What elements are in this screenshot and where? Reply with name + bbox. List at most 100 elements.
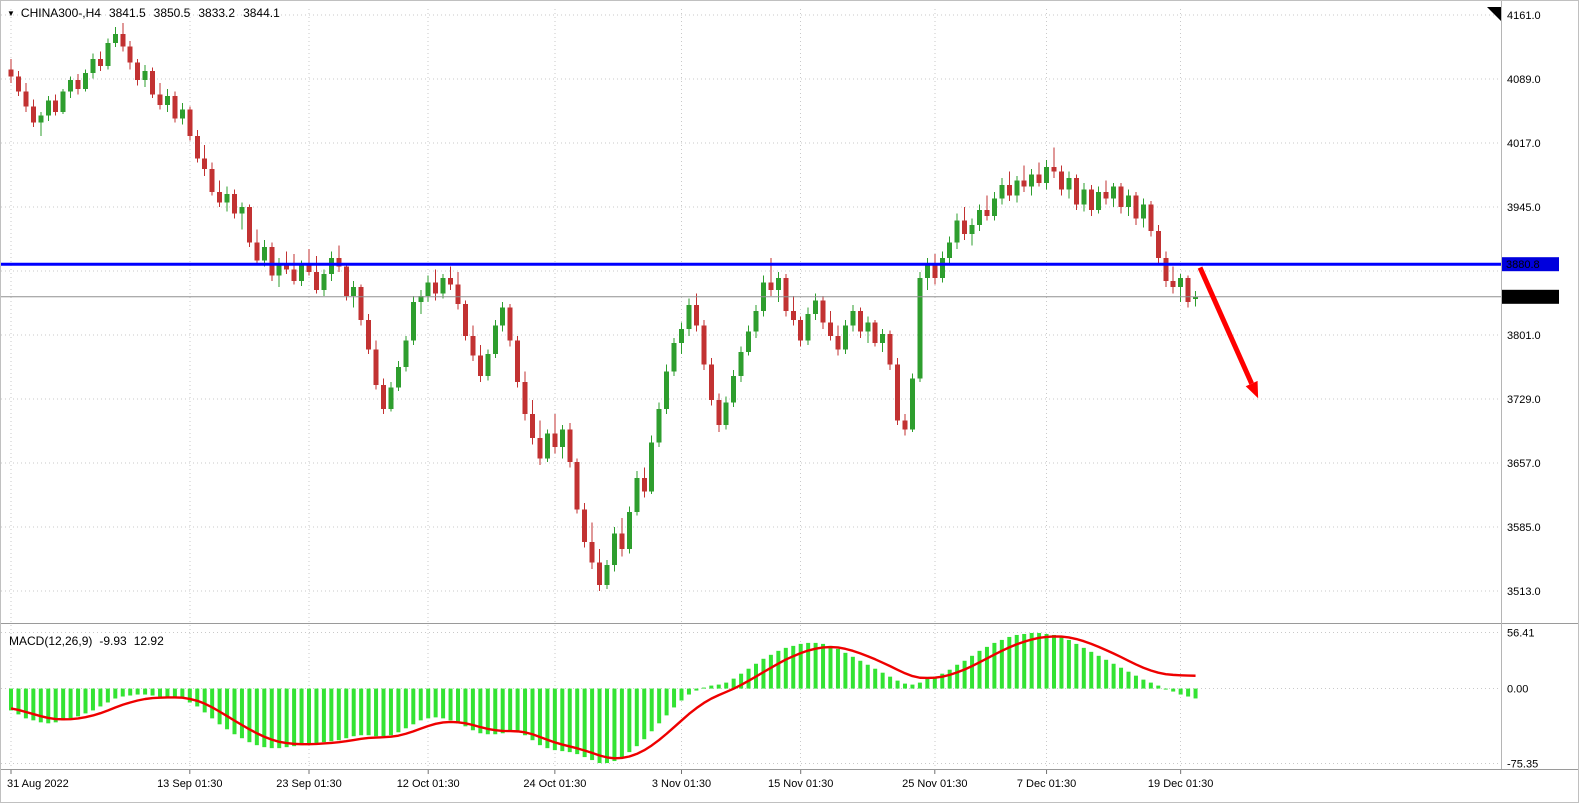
candle-body xyxy=(68,80,74,92)
trend-arrow[interactable] xyxy=(1197,266,1254,385)
candle-body xyxy=(835,335,841,350)
quick-trade-arrow-icon[interactable]: ▼ xyxy=(7,9,15,18)
macd-histogram-bar xyxy=(1171,688,1176,692)
candle-body xyxy=(8,69,14,77)
candle-body xyxy=(366,319,372,350)
macd-histogram-bar xyxy=(61,688,66,721)
candle-body xyxy=(991,198,997,217)
candle-body xyxy=(604,565,610,585)
macd-histogram-bar xyxy=(903,683,907,689)
macd-histogram-bar xyxy=(381,688,386,737)
price-axis-label: 3801.0 xyxy=(1507,330,1541,342)
macd-histogram-bar xyxy=(158,688,162,697)
candle-body xyxy=(895,364,901,421)
last-price-badge: 3844.1 xyxy=(1506,292,1540,304)
macd-histogram-bar xyxy=(649,688,654,732)
candle-body xyxy=(619,533,625,550)
macd-histogram-bar xyxy=(336,688,341,741)
candle-body xyxy=(299,264,305,281)
macd-histogram-bar xyxy=(880,672,885,689)
macd-histogram-bar xyxy=(329,688,334,742)
macd-histogram-bar xyxy=(225,688,230,730)
ohlc-low: 3833.2 xyxy=(198,6,236,20)
candle-body xyxy=(798,319,804,341)
candle-body xyxy=(1036,174,1042,184)
macd-histogram-bar xyxy=(523,688,528,736)
chart-shift-marker[interactable] xyxy=(1487,7,1501,21)
candle-body xyxy=(388,387,394,409)
macd-histogram-bar xyxy=(1163,688,1168,690)
macd-histogram-bar xyxy=(716,684,721,689)
macd-main-value: -9.93 xyxy=(99,634,127,648)
macd-histogram-bar xyxy=(739,673,744,689)
candle-body xyxy=(813,300,819,314)
candle-body xyxy=(202,158,208,169)
macd-histogram-bar xyxy=(955,664,960,689)
price-scale[interactable] xyxy=(1502,1,1579,769)
candle-body xyxy=(276,263,282,276)
candle-body xyxy=(1148,204,1154,232)
candle-body xyxy=(492,325,498,354)
time-scale[interactable] xyxy=(1,770,1501,803)
candle-body xyxy=(135,62,141,81)
candle-body xyxy=(120,33,126,47)
candle-body xyxy=(753,311,759,332)
macd-histogram-bar xyxy=(433,688,438,718)
macd-histogram-bar xyxy=(202,688,207,713)
candle-body xyxy=(574,462,580,510)
candle-body xyxy=(738,351,744,376)
time-axis-label: 24 Oct 01:30 xyxy=(523,778,586,790)
macd-histogram-bar xyxy=(1014,634,1019,689)
candle-body xyxy=(544,433,550,459)
price-axis-label: 3945.0 xyxy=(1507,202,1541,214)
candle-body xyxy=(217,192,223,203)
macd-histogram-bar xyxy=(374,688,379,737)
macd-histogram-bar xyxy=(1178,688,1183,695)
candle-body xyxy=(1133,195,1139,219)
macd-histogram-bar xyxy=(821,643,826,689)
candle-body xyxy=(679,328,684,344)
macd-histogram-bar xyxy=(210,688,215,719)
macd-histogram-bar xyxy=(90,688,95,711)
macd-histogram-bar xyxy=(567,688,572,753)
candle-body xyxy=(850,311,856,326)
candle-body xyxy=(939,257,945,279)
macd-histogram-bar xyxy=(694,688,699,691)
macd-histogram-bar xyxy=(1126,671,1131,689)
candle-body xyxy=(351,287,357,297)
candle-body xyxy=(60,91,66,113)
grid-layer xyxy=(1,9,1501,769)
candle-body xyxy=(53,100,59,113)
candle-body xyxy=(909,378,915,430)
candle-body xyxy=(611,533,617,566)
candle-body xyxy=(723,402,729,425)
candle-body xyxy=(470,335,476,356)
trend-arrow-head[interactable] xyxy=(1245,380,1259,399)
candle-body xyxy=(1051,167,1057,172)
macd-histogram-bar xyxy=(46,688,51,724)
macd-axis-label: -75.35 xyxy=(1507,758,1538,770)
candle-body xyxy=(1021,180,1027,187)
macd-histogram-bar xyxy=(999,639,1004,689)
candle-body xyxy=(395,367,401,388)
candle-body xyxy=(962,220,968,234)
macd-histogram-bar xyxy=(500,688,505,734)
macd-histogram-bar xyxy=(314,688,319,744)
candle-body xyxy=(865,322,871,332)
macd-histogram-bar xyxy=(359,688,364,736)
macd-histogram-bar xyxy=(597,688,602,764)
macd-histogram-bar xyxy=(627,688,632,753)
macd-histogram-bar xyxy=(582,688,587,758)
candle-body xyxy=(1058,171,1064,190)
macd-histogram-bar xyxy=(299,688,304,746)
candle-body xyxy=(582,509,588,543)
macd-histogram-bar xyxy=(485,688,490,735)
macd-histogram-bar xyxy=(746,668,751,689)
macd-histogram-bar xyxy=(247,688,252,743)
macd-histogram-bar xyxy=(992,642,997,689)
macd-histogram-bar xyxy=(895,680,900,689)
candle-body xyxy=(440,278,446,294)
